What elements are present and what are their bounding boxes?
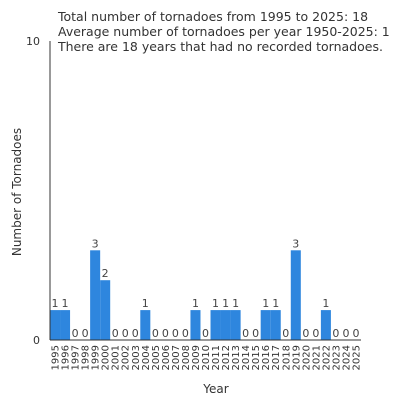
x-tick-label-2008: 2008 [181, 345, 192, 370]
value-label-1998: 0 [82, 327, 89, 340]
value-label-2002: 0 [122, 327, 129, 340]
x-tick-label-2022: 2022 [321, 345, 332, 370]
bar-2012 [220, 310, 231, 340]
x-tick-label-2003: 2003 [131, 345, 142, 370]
x-tick-label-2016: 2016 [261, 345, 272, 370]
bar-2022 [320, 310, 331, 340]
x-tick-label-2010: 2010 [201, 345, 212, 370]
value-label-2017: 1 [272, 297, 279, 310]
value-label-1999: 3 [92, 237, 99, 250]
value-label-2001: 0 [112, 327, 119, 340]
x-tick-label-2023: 2023 [331, 345, 342, 370]
value-label-1995: 1 [52, 297, 59, 310]
value-label-2012: 1 [222, 297, 229, 310]
x-tick-label-2009: 2009 [191, 345, 202, 370]
x-tick-label-1998: 1998 [81, 345, 92, 370]
x-tick-label-2001: 2001 [111, 345, 122, 370]
x-tick-label-2006: 2006 [161, 345, 172, 370]
x-tick-label-1995: 1995 [51, 345, 62, 370]
x-tick-label-2024: 2024 [341, 345, 352, 370]
x-tick-label-2012: 2012 [221, 345, 232, 370]
x-tick-label-2019: 2019 [291, 345, 302, 370]
bar-2000 [100, 280, 111, 340]
value-label-2015: 0 [252, 327, 259, 340]
value-label-2023: 0 [332, 327, 339, 340]
y-tick-label-0: 0 [33, 334, 40, 347]
bar-2016 [260, 310, 271, 340]
value-label-2022: 1 [322, 297, 329, 310]
bar-2019 [290, 250, 301, 340]
value-label-2016: 1 [262, 297, 269, 310]
value-label-2020: 0 [302, 327, 309, 340]
x-tick-label-2002: 2002 [121, 345, 132, 370]
x-tick-label-2005: 2005 [151, 345, 162, 370]
x-axis-label: Year [202, 382, 228, 396]
x-tick-label-2020: 2020 [301, 345, 312, 370]
value-label-2006: 0 [162, 327, 169, 340]
y-axis-label: Number of Tornadoes [10, 128, 24, 256]
bar-2004 [140, 310, 151, 340]
value-label-2010: 0 [202, 327, 209, 340]
y-tick-label-10: 10 [26, 35, 40, 48]
value-label-2025: 0 [352, 327, 359, 340]
x-tick-label-2015: 2015 [251, 345, 262, 370]
value-label-2013: 1 [232, 297, 239, 310]
x-tick-label-2000: 2000 [101, 345, 112, 370]
value-label-2008: 0 [182, 327, 189, 340]
value-label-2019: 3 [292, 237, 299, 250]
total-tornadoes-note: Total number of tornadoes from 1995 to 2… [58, 9, 369, 24]
bar-2017 [270, 310, 281, 340]
value-label-1996: 1 [62, 297, 69, 310]
bars-group [50, 250, 331, 340]
x-tick-label-2017: 2017 [271, 345, 282, 370]
y-tick-labels-group: 0 10 [26, 35, 40, 347]
bar-1999 [90, 250, 101, 340]
x-tick-label-2014: 2014 [241, 345, 252, 370]
value-label-2018: 0 [282, 327, 289, 340]
x-tick-labels-group: 1995 1996 1997 1998 1999 2000 2001 2002 2003 2004… [51, 345, 363, 370]
value-label-2005: 0 [152, 327, 159, 340]
value-label-2024: 0 [342, 327, 349, 340]
value-label-2000: 2 [102, 267, 109, 280]
value-label-2007: 0 [172, 327, 179, 340]
x-tick-label-2021: 2021 [311, 345, 322, 370]
value-label-2004: 1 [142, 297, 149, 310]
x-tick-label-2007: 2007 [171, 345, 182, 370]
x-tick-label-1999: 1999 [91, 345, 102, 370]
bar-2011 [210, 310, 221, 340]
value-label-1997: 0 [72, 327, 79, 340]
bar-1995 [50, 310, 61, 340]
zero-years-note: There are 18 years that had no recorded … [58, 39, 383, 54]
bar-2013 [230, 310, 241, 340]
x-tick-label-2025: 2025 [351, 345, 362, 370]
average-tornadoes-note: Average number of tornadoes per year 195… [58, 24, 390, 39]
x-tick-label-1997: 1997 [71, 345, 82, 370]
x-tick-label-2011: 2011 [211, 345, 222, 370]
value-label-2014: 0 [242, 327, 249, 340]
value-label-2003: 0 [132, 327, 139, 340]
x-tick-label-1996: 1996 [61, 345, 72, 370]
value-label-2021: 0 [312, 327, 319, 340]
bar-2009 [190, 310, 201, 340]
x-tick-label-2018: 2018 [281, 345, 292, 370]
value-label-2011: 1 [212, 297, 219, 310]
x-tick-label-2013: 2013 [231, 345, 242, 370]
bar-1996 [60, 310, 71, 340]
value-label-2009: 1 [192, 297, 199, 310]
x-tick-label-2004: 2004 [141, 345, 152, 370]
